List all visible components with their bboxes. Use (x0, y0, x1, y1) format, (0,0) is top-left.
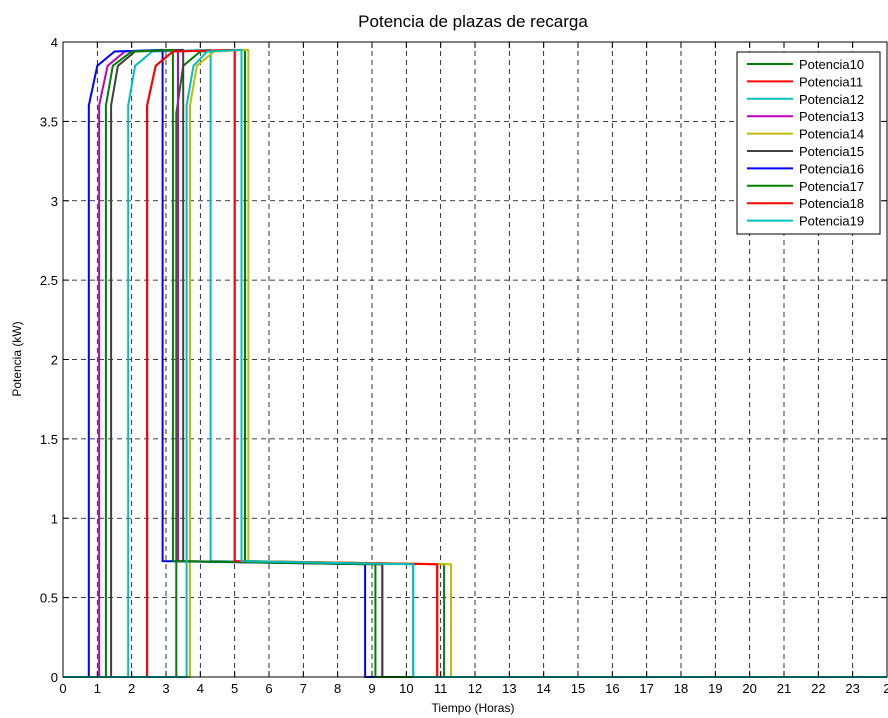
x-tick-label: 16 (605, 681, 619, 696)
x-tick-label: 0 (59, 681, 66, 696)
x-tick-label: 8 (334, 681, 341, 696)
legend-label: Potencia14 (799, 127, 864, 142)
x-tick-label: 20 (742, 681, 756, 696)
legend-label: Potencia18 (799, 196, 864, 211)
series-line-potencia18 (63, 48, 887, 678)
x-tick-label: 21 (777, 681, 791, 696)
y-tick-label: 2.5 (40, 273, 58, 288)
axis-ticks: 0 1 2 3 4 5 6 7 8 9 10 11 12 13 14 15 16 17 18 19 20 21 22 23 20… (40, 35, 888, 696)
y-tick-label: 1.5 (40, 432, 58, 447)
x-tick-label: 22 (811, 681, 825, 696)
legend-label: Potencia13 (799, 109, 864, 124)
legend: Potencia10 Potencia11 Potencia12 Potencia13… (736, 51, 881, 235)
legend-label: Potencia19 (799, 214, 864, 229)
x-tick-label: 11 (434, 681, 448, 696)
x-tick-label: 4 (197, 681, 204, 696)
y-tick-label: 3 (51, 194, 58, 209)
x-tick-label: 2 (128, 681, 135, 696)
legend-label: Potencia17 (799, 179, 864, 194)
legend-label: Potencia15 (799, 144, 864, 159)
y-tick-label: 2 (51, 353, 58, 368)
y-tick-label: 0.5 (40, 591, 58, 606)
chart-title: Potencia de plazas de recarga (358, 12, 588, 31)
legend-label: Potencia11 (799, 74, 863, 89)
x-tick-label: 10 (399, 681, 413, 696)
data-series (63, 48, 887, 678)
x-tick-label: 13 (502, 681, 516, 696)
x-tick-label: 23 (845, 681, 859, 696)
x-tick-label: 3 (162, 681, 169, 696)
y-tick-label: 1 (51, 511, 58, 526)
legend-label: Potencia10 (799, 57, 864, 72)
grid-lines (63, 42, 887, 677)
legend-label: Potencia12 (799, 92, 864, 107)
x-axis-label: Tiempo (Horas) (432, 701, 515, 715)
x-tick-label: 19 (708, 681, 722, 696)
y-tick-label: 3.5 (40, 114, 58, 129)
series-line-potencia17 (63, 48, 887, 678)
x-tick-label: 18 (674, 681, 688, 696)
x-tick-label: 9 (368, 681, 375, 696)
x-tick-label: 14 (536, 681, 550, 696)
x-tick-label: 12 (468, 681, 482, 696)
x-tick-label: 5 (231, 681, 238, 696)
x-tick-label: 6 (265, 681, 272, 696)
y-tick-label: 4 (51, 35, 58, 50)
x-tick-label: 2 (883, 681, 888, 696)
x-tick-label: 15 (571, 681, 585, 696)
legend-label: Potencia16 (799, 161, 864, 176)
series-line-potencia19 (63, 48, 887, 678)
x-tick-label: 17 (639, 681, 653, 696)
y-tick-label: 0 (51, 670, 58, 685)
x-tick-label: 7 (300, 681, 307, 696)
y-axis-label: Potencia (kW) (10, 321, 24, 396)
x-tick-label: 1 (94, 681, 101, 696)
